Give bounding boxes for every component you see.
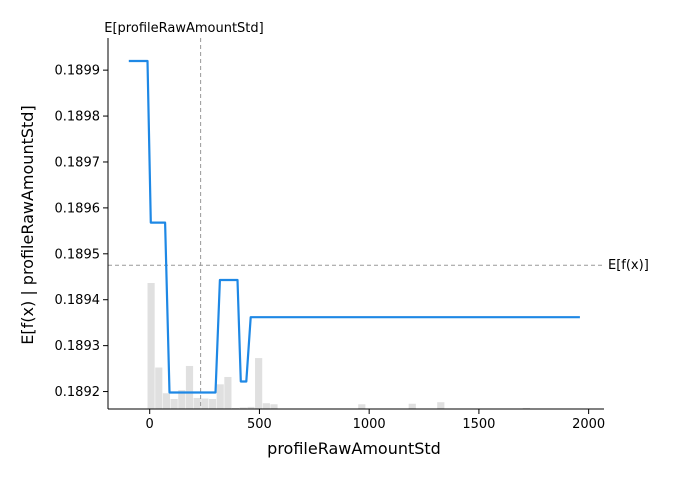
x-tick-label: 2000 (572, 417, 605, 432)
x-axis-title: profileRawAmountStd (267, 439, 441, 458)
x-tick-label: 1000 (353, 417, 386, 432)
histogram-bar (201, 398, 209, 409)
histogram-bar (170, 399, 178, 409)
histogram-bar (408, 403, 416, 409)
histogram-bar (239, 407, 247, 409)
y-axis-title: E[f(x) | profileRawAmountStd] (18, 105, 37, 344)
histogram-bar (185, 365, 194, 409)
histogram-bar (147, 283, 155, 409)
dependence-line (128, 59, 580, 394)
histogram-bar (358, 404, 366, 409)
x-tick-label: 1500 (462, 417, 495, 432)
histogram-bar (522, 407, 530, 409)
histogram-bar (216, 384, 224, 409)
reference-lines (108, 38, 604, 409)
histogram-bar (255, 358, 263, 409)
y-tick-label: 0.1897 (55, 155, 101, 170)
histogram-bar (247, 406, 255, 409)
histogram-bar (208, 399, 217, 409)
y-tick-label: 0.1896 (55, 201, 101, 216)
histogram-bar (437, 402, 445, 409)
axes: 0 500 1000 1500 2000 0.1892 0.1893 0.1894 0.1895… (55, 38, 605, 432)
histogram-bar (270, 404, 278, 409)
histogram-bar (162, 393, 171, 409)
y-tick-label: 0.1892 (55, 385, 101, 400)
y-tick-label: 0.1895 (55, 247, 101, 262)
x-reference-label: E[profileRawAmountStd] (104, 21, 263, 36)
y-tick-label: 0.1893 (55, 339, 101, 354)
x-tick-label: 500 (247, 417, 272, 432)
histogram-bar (232, 407, 240, 409)
series-line (128, 59, 580, 394)
histogram (147, 283, 530, 409)
y-tick-label: 0.1894 (55, 293, 101, 308)
y-reference-label: E[f(x)] (608, 258, 649, 273)
histogram-bar (193, 397, 201, 409)
histogram-bar (178, 390, 186, 409)
y-tick-label: 0.1899 (55, 64, 101, 79)
histogram-bar (262, 403, 270, 409)
histogram-bar (224, 376, 232, 409)
x-tick-label: 0 (146, 417, 154, 432)
histogram-bar (155, 367, 163, 409)
y-tick-label: 0.1898 (55, 110, 101, 125)
